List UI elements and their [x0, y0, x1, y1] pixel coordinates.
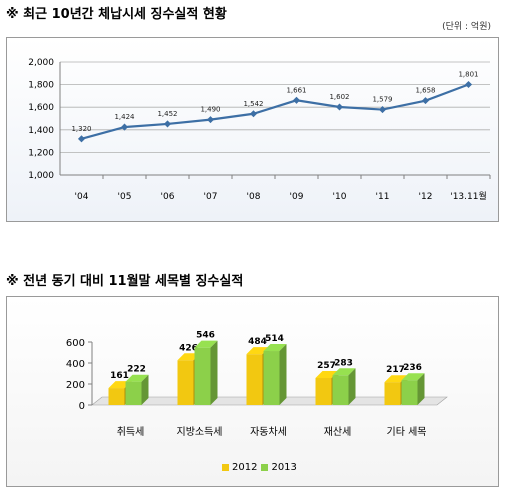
data-point-marker: [421, 97, 430, 105]
x-category-label: 재산세: [324, 426, 352, 438]
y-tick-label: 600: [66, 338, 85, 349]
bar-2012: [108, 388, 125, 405]
bar-side-face: [141, 374, 149, 405]
y-tick-label: 0: [79, 401, 85, 412]
data-point-marker: [378, 106, 387, 114]
x-tick-label: '12: [419, 192, 433, 202]
data-label: 1,320: [71, 125, 91, 133]
data-label: 1,542: [243, 100, 263, 108]
bar-2013: [332, 375, 349, 405]
bar-data-label: 283: [334, 358, 353, 368]
bar-2012: [384, 382, 401, 405]
bar-side-face: [348, 368, 356, 405]
bar-top-face: [194, 340, 218, 348]
bar-2013: [263, 351, 280, 405]
data-point-marker: [206, 116, 215, 124]
data-label: 1,801: [458, 70, 478, 78]
x-category-label: 취득세: [117, 426, 145, 438]
y-tick-label: 1,800: [28, 81, 54, 91]
legend-item-2013: 2013: [261, 462, 297, 473]
x-category-label: 자동차세: [250, 426, 287, 438]
y-tick-label: 1,400: [28, 126, 54, 136]
bar-data-label: 514: [265, 334, 284, 344]
x-tick-label: '07: [204, 192, 218, 202]
legend-swatch-2013: [261, 464, 269, 471]
data-point-marker: [249, 110, 258, 118]
bar-2012: [246, 354, 263, 405]
data-point-marker: [464, 80, 473, 89]
x-tick-label: '09: [290, 192, 304, 202]
data-point-marker: [163, 120, 172, 128]
line-chart-panel: 1,000 1,200 1,400 1,600 1,800 2,000 '04 '05 '06 '…: [6, 37, 499, 222]
line-chart-title: ※ 최근 10년간 체납시세 징수실적 현황: [6, 7, 227, 22]
x-tick-label: '06: [161, 192, 175, 202]
bar-2013: [401, 380, 418, 405]
bar-legend: 2012 2013: [222, 462, 301, 473]
bar-top-face: [401, 373, 425, 381]
x-tick-label: '04: [75, 192, 89, 202]
bar-2012: [177, 360, 194, 405]
bar-data-label: 484: [248, 337, 267, 347]
series-line: [81, 83, 469, 140]
data-label: 1,658: [415, 87, 435, 95]
data-label: 1,579: [372, 96, 392, 104]
bar-data-label: 236: [403, 363, 422, 373]
y-tick-label: 200: [66, 380, 85, 391]
unit-label: (단위 : 억원): [442, 22, 491, 32]
bar-top-face: [332, 368, 356, 376]
data-label: 1,602: [329, 93, 349, 101]
bar-data-label: 257: [317, 361, 336, 371]
x-tick-label: '11: [376, 192, 390, 202]
data-label: 1,452: [157, 110, 177, 118]
y-tick-label: 2,000: [28, 58, 54, 68]
data-label: 1,424: [114, 113, 135, 121]
legend-label-2013: 2013: [271, 462, 297, 473]
legend-label-2012: 2012: [232, 462, 258, 473]
data-point-marker: [120, 123, 129, 131]
x-tick-label: '10: [333, 192, 347, 202]
bar-side-face: [210, 340, 218, 405]
data-label: 1,661: [286, 86, 306, 94]
data-point-marker: [335, 103, 344, 111]
x-category-label: 지방소득세: [177, 426, 223, 438]
bar-top-face: [125, 374, 149, 382]
bar-2012: [315, 378, 332, 405]
x-category-label: 기타 세목: [387, 426, 427, 438]
bar-data-label: 217: [386, 365, 405, 375]
bar-side-face: [279, 344, 287, 405]
bar-data-label: 546: [196, 331, 215, 341]
legend-item-2012: 2012: [222, 462, 257, 473]
x-tick-label: '13.11월: [450, 190, 487, 202]
bar-chart-panel: 0 200 400 600 161 222 취득세 426 546 지방소득세 484 514 자동차세…: [6, 296, 499, 487]
bar-2013: [125, 381, 142, 405]
x-tick-label: '05: [118, 192, 132, 202]
x-tick-label: '08: [247, 192, 261, 202]
y-tick-label: 400: [66, 359, 85, 370]
bar-chart-title: ※ 전년 동기 대비 11월말 세목별 징수실적: [6, 274, 244, 289]
data-point-marker: [77, 135, 86, 143]
bar-data-label: 161: [110, 371, 129, 381]
line-chart: 1,000 1,200 1,400 1,600 1,800 2,000 '04 '05 '06 '…: [28, 58, 491, 202]
bar-data-label: 426: [179, 343, 198, 353]
bar-side-face: [417, 373, 425, 405]
bar-data-label: 222: [127, 365, 146, 375]
data-point-marker: [292, 96, 301, 104]
y-tick-label: 1,200: [28, 148, 54, 158]
bar-top-face: [263, 344, 287, 352]
y-tick-label: 1,600: [28, 103, 54, 113]
legend-swatch-2012: [222, 464, 229, 471]
bar-2013: [194, 347, 211, 405]
y-tick-label: 1,000: [28, 171, 54, 181]
data-label: 1,490: [200, 106, 220, 114]
